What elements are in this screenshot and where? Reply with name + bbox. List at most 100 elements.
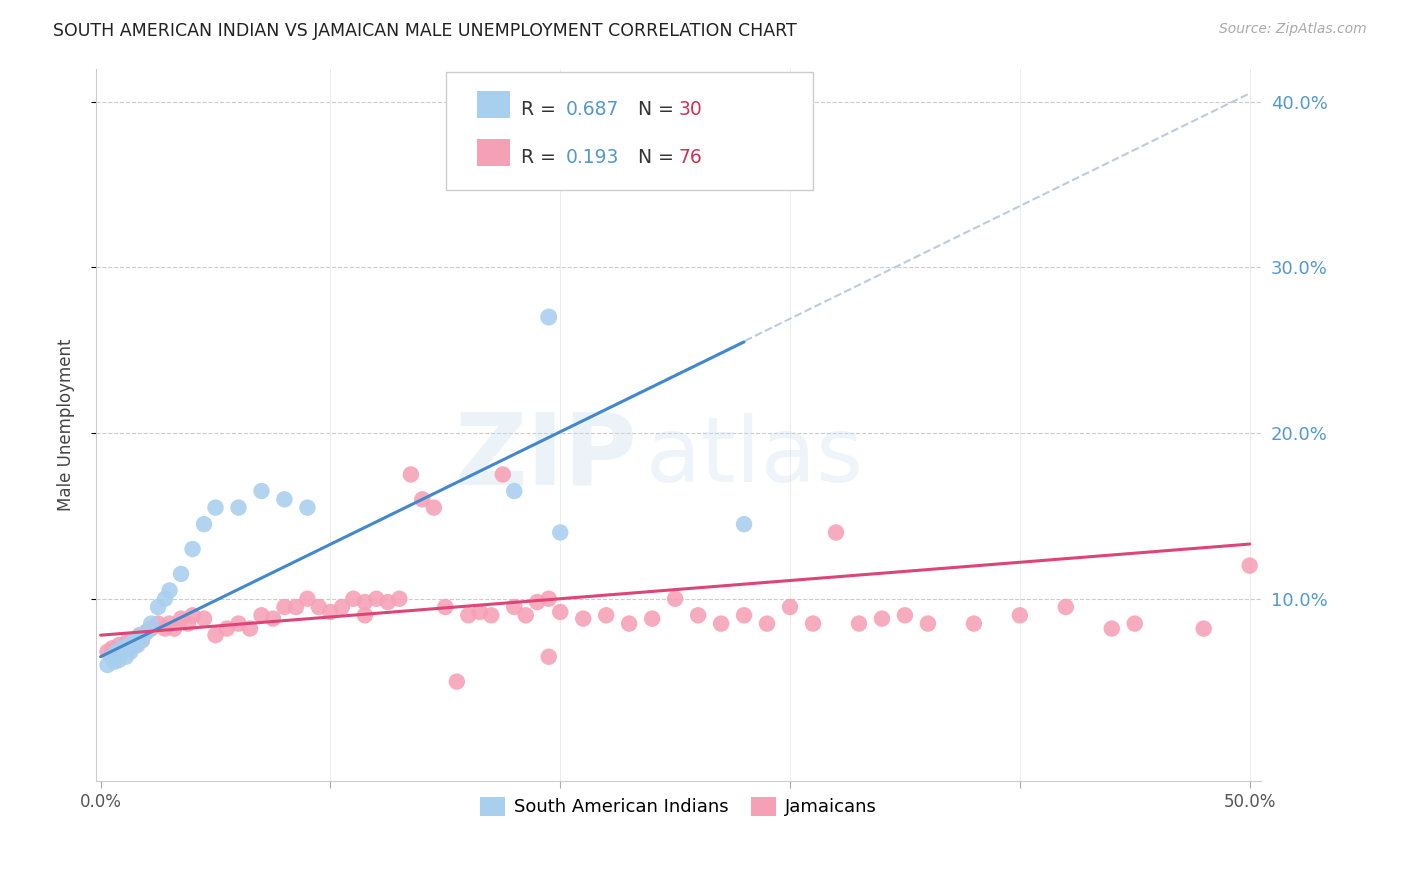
Point [388, 591, 411, 606]
Point [131, 633, 153, 648]
Point [117, 633, 139, 648]
Point [664, 591, 686, 606]
Point [228, 616, 250, 631]
Point [115, 638, 138, 652]
Point [101, 641, 124, 656]
Point [228, 500, 250, 515]
Point [515, 608, 537, 623]
Point [273, 600, 295, 615]
Text: N =: N = [638, 148, 679, 168]
Point [537, 310, 560, 324]
Point [108, 653, 131, 667]
Point [479, 608, 502, 623]
Point [163, 622, 186, 636]
Point [537, 591, 560, 606]
Point [204, 500, 226, 515]
Point [1239, 558, 1261, 573]
Point [446, 674, 468, 689]
Text: N =: N = [638, 100, 679, 120]
Point [503, 483, 526, 498]
Point [548, 525, 571, 540]
Point [128, 628, 150, 642]
Point [153, 622, 176, 636]
Point [110, 645, 132, 659]
Point [146, 616, 169, 631]
Point [181, 542, 204, 557]
FancyBboxPatch shape [446, 72, 813, 190]
Point [101, 649, 124, 664]
Text: 76: 76 [679, 148, 703, 168]
Point [127, 638, 149, 652]
Point [273, 492, 295, 507]
Point [124, 633, 146, 648]
Legend: South American Indians, Jamaicans: South American Indians, Jamaicans [471, 788, 886, 825]
Point [411, 492, 433, 507]
Point [284, 600, 307, 615]
Point [733, 517, 755, 532]
Point [1101, 622, 1123, 636]
Text: Source: ZipAtlas.com: Source: ZipAtlas.com [1219, 22, 1367, 37]
Point [120, 645, 142, 659]
Point [894, 608, 917, 623]
Point [159, 616, 181, 631]
Point [297, 591, 319, 606]
Point [170, 612, 193, 626]
Point [146, 600, 169, 615]
Point [239, 622, 262, 636]
Point [457, 608, 479, 623]
Point [135, 624, 157, 639]
Text: R =: R = [522, 100, 562, 120]
Point [537, 649, 560, 664]
Point [963, 616, 986, 631]
Point [848, 616, 870, 631]
FancyBboxPatch shape [477, 139, 509, 166]
Point [105, 645, 128, 659]
FancyBboxPatch shape [477, 91, 509, 119]
Point [399, 467, 422, 482]
Point [870, 612, 893, 626]
Text: SOUTH AMERICAN INDIAN VS JAMAICAN MALE UNEMPLOYMENT CORRELATION CHART: SOUTH AMERICAN INDIAN VS JAMAICAN MALE U… [53, 22, 797, 40]
Point [193, 612, 215, 626]
Point [572, 612, 595, 626]
Point [779, 600, 801, 615]
Point [153, 591, 176, 606]
Point [756, 616, 779, 631]
Point [96, 658, 118, 673]
Point [366, 591, 388, 606]
Point [342, 591, 364, 606]
Point [492, 467, 515, 482]
Point [159, 583, 181, 598]
Point [297, 500, 319, 515]
Point [917, 616, 939, 631]
Point [250, 608, 273, 623]
Point [688, 608, 710, 623]
Point [377, 595, 399, 609]
Point [548, 605, 571, 619]
Point [319, 605, 342, 619]
Point [108, 638, 131, 652]
Text: 0.687: 0.687 [565, 100, 619, 120]
Point [595, 608, 617, 623]
Point [1123, 616, 1146, 631]
Point [112, 645, 135, 659]
Point [96, 645, 118, 659]
Text: ZIP: ZIP [456, 409, 638, 506]
Point [308, 600, 330, 615]
Point [204, 628, 226, 642]
Point [423, 500, 446, 515]
Point [733, 608, 755, 623]
Point [193, 517, 215, 532]
Point [434, 600, 457, 615]
Point [141, 616, 163, 631]
Text: atlas: atlas [645, 413, 865, 500]
Point [170, 566, 193, 581]
Point [1008, 608, 1031, 623]
Point [503, 600, 526, 615]
Point [710, 616, 733, 631]
Point [526, 595, 548, 609]
Point [127, 633, 149, 648]
Point [120, 641, 142, 656]
Point [131, 633, 153, 648]
Point [141, 622, 163, 636]
Point [330, 600, 353, 615]
